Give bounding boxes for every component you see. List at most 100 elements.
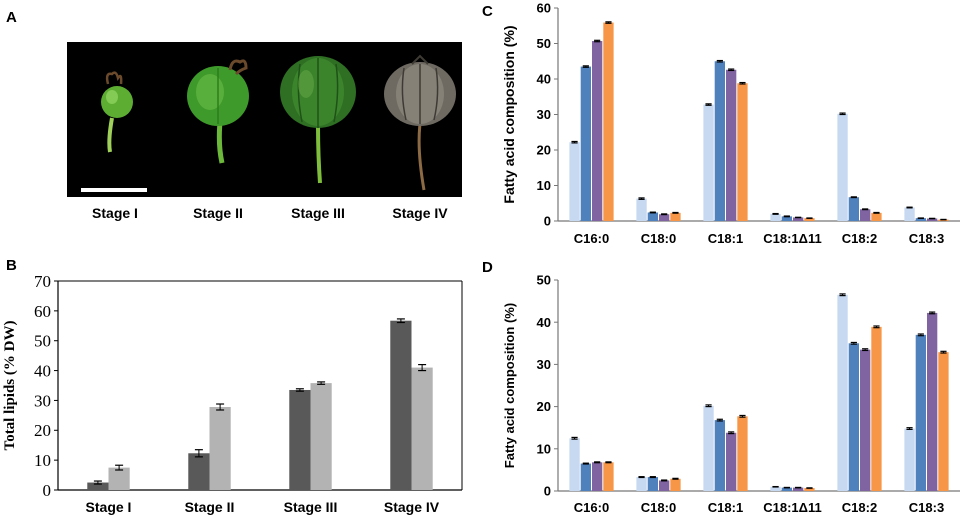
bar xyxy=(781,216,792,221)
bar xyxy=(647,212,658,221)
bar xyxy=(703,104,714,221)
y-tick-label: 30 xyxy=(537,357,551,372)
y-tick-label: 60 xyxy=(537,1,551,16)
bar xyxy=(871,212,882,221)
x-category-label: C18:0 xyxy=(641,231,676,246)
y-tick-label: 30 xyxy=(34,391,51,410)
stage-label: Stage I xyxy=(92,205,138,221)
x-category-label: C18:2 xyxy=(842,231,877,246)
x-category-label: C18:1 xyxy=(708,500,743,515)
bar xyxy=(927,218,938,221)
y-tick-label: 0 xyxy=(43,481,52,500)
bar xyxy=(592,41,603,221)
panel-letter-b: B xyxy=(6,257,17,274)
bar xyxy=(714,420,725,491)
bar xyxy=(670,212,681,221)
panel-a-photo xyxy=(67,42,462,197)
photo-background xyxy=(67,42,462,197)
bar xyxy=(737,416,748,491)
stage-label: Stage IV xyxy=(392,205,448,221)
bar xyxy=(904,428,915,491)
y-tick-label: 20 xyxy=(537,399,551,414)
bar xyxy=(837,113,848,221)
bar xyxy=(793,487,804,491)
y-axis-label: Fatty acid composition (%) xyxy=(502,303,517,468)
x-category-label: C18:1Δ11 xyxy=(763,231,822,246)
panel-letter-d: D xyxy=(482,259,493,276)
x-category-label: C18:1Δ11 xyxy=(763,500,822,515)
x-category-label: C18:3 xyxy=(909,500,944,515)
y-axis-label: Total lipids (% DW) xyxy=(2,321,18,451)
x-category-label: C16:0 xyxy=(574,500,609,515)
bar xyxy=(726,432,737,491)
bar xyxy=(737,83,748,221)
bar xyxy=(837,294,848,491)
y-tick-label: 70 xyxy=(34,272,51,291)
y-tick-label: 10 xyxy=(537,441,551,456)
y-tick-label: 10 xyxy=(34,451,51,470)
y-axis-label: Fatty acid composition (%) xyxy=(501,25,517,203)
bar xyxy=(603,462,614,491)
bar xyxy=(770,486,781,491)
bar xyxy=(904,207,915,221)
bar xyxy=(592,462,603,491)
bar xyxy=(703,405,714,491)
y-tick-label: 40 xyxy=(34,362,51,381)
x-category-label: C18:2 xyxy=(842,500,877,515)
fruit-stage-4-image xyxy=(384,54,456,191)
y-tick-label: 10 xyxy=(537,178,551,193)
chart-b-total-lipids: 0 10 20 30 40 50 60 70 Total lipids (% DW) Stage … xyxy=(2,272,463,515)
panel-letter-c: C xyxy=(482,3,493,20)
x-category-label: Stage III xyxy=(284,499,338,515)
bar xyxy=(636,477,647,491)
y-tick-label: 40 xyxy=(537,72,551,87)
y-tick-label: 50 xyxy=(537,273,551,288)
y-tick-label: 0 xyxy=(544,484,551,499)
scale-bar xyxy=(81,188,147,192)
y-tick-label: 20 xyxy=(537,143,551,158)
bar xyxy=(781,487,792,491)
y-tick-label: 50 xyxy=(34,332,51,351)
bar xyxy=(860,349,871,491)
bar xyxy=(569,142,580,221)
bar xyxy=(647,477,658,491)
y-tick-label: 40 xyxy=(537,315,551,330)
x-category-label: C18:3 xyxy=(909,231,944,246)
bar xyxy=(804,488,815,491)
bar xyxy=(793,217,804,221)
y-tick-label: 20 xyxy=(34,421,51,440)
bar xyxy=(659,214,670,221)
x-category-label: Stage IV xyxy=(384,499,440,515)
bar xyxy=(848,343,859,491)
bar xyxy=(209,406,231,490)
bar xyxy=(603,22,614,222)
fruit-stage-3-image xyxy=(280,56,356,184)
bar xyxy=(670,478,681,491)
bar xyxy=(188,453,210,490)
bar xyxy=(915,334,926,491)
bar xyxy=(927,312,938,491)
bar xyxy=(915,218,926,221)
bar xyxy=(871,326,882,491)
stage-label: Stage II xyxy=(193,205,243,221)
x-category-label: Stage I xyxy=(86,499,132,515)
bar xyxy=(580,463,591,491)
x-category-label: C16:0 xyxy=(574,231,609,246)
bar xyxy=(390,320,412,490)
bar xyxy=(411,367,433,490)
bar xyxy=(108,467,130,490)
fruit-stage-1-image xyxy=(101,71,133,153)
panel-letter-a: A xyxy=(6,9,17,26)
bar xyxy=(569,438,580,491)
y-tick-label: 30 xyxy=(537,107,551,122)
fruit-stage-2-image xyxy=(187,59,249,164)
bar xyxy=(636,198,647,221)
bar xyxy=(87,482,109,490)
chart-c-fatty-acid-composition: 0 10 20 30 40 50 60 Fatty acid composition (%) C… xyxy=(501,1,960,246)
bar xyxy=(714,61,725,221)
bar xyxy=(580,66,591,221)
bar xyxy=(310,383,332,490)
bar xyxy=(804,218,815,221)
bar xyxy=(659,480,670,491)
y-tick-label: 50 xyxy=(537,36,551,51)
